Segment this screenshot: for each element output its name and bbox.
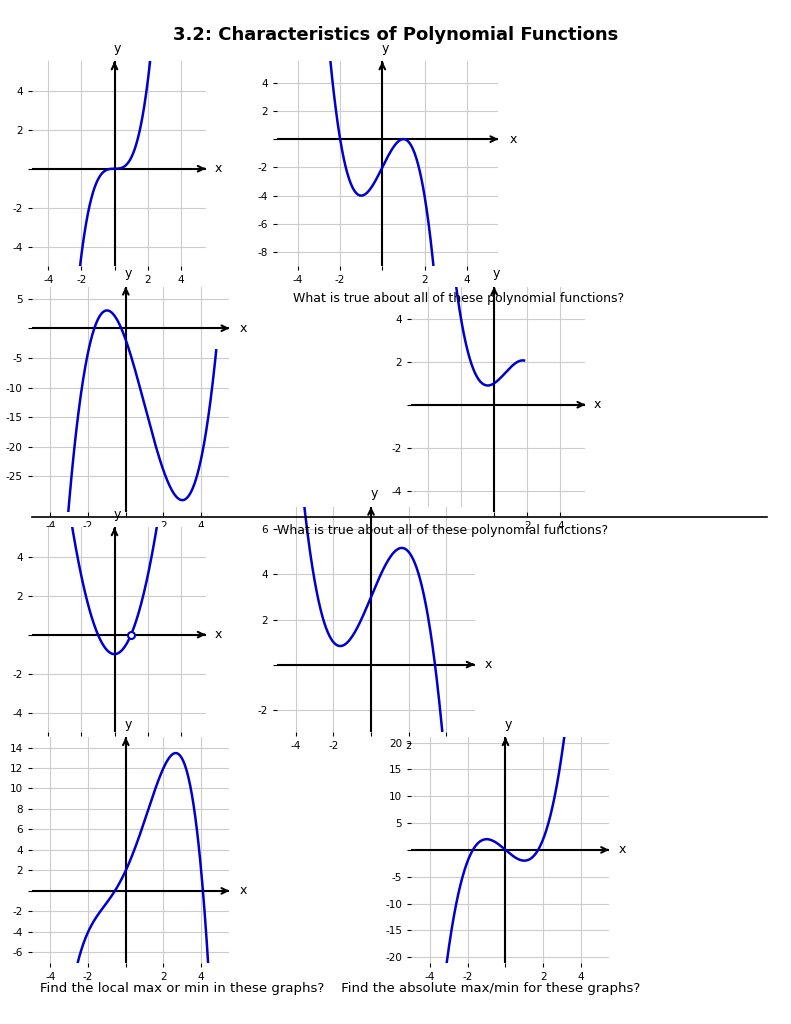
Text: x: x <box>509 133 517 145</box>
Text: What is true about all of these polynomial functions?: What is true about all of these polynomi… <box>293 292 624 305</box>
Text: y: y <box>113 42 121 55</box>
Text: x: x <box>239 322 247 335</box>
Text: y: y <box>382 42 389 55</box>
Text: y: y <box>125 267 132 280</box>
Text: x: x <box>484 658 492 671</box>
Text: x: x <box>214 628 221 641</box>
Text: x: x <box>594 398 601 412</box>
Text: y: y <box>493 267 501 280</box>
Text: y: y <box>113 508 121 521</box>
Text: y: y <box>125 718 132 730</box>
Text: x: x <box>214 162 221 175</box>
Text: x: x <box>239 885 247 897</box>
Text: 3.2: Characteristics of Polynomial Functions: 3.2: Characteristics of Polynomial Funct… <box>173 26 618 44</box>
Text: y: y <box>505 718 512 730</box>
Text: What is true about all of these polynomial functions?: What is true about all of these polynomi… <box>277 524 608 538</box>
Text: Find the local max or min in these graphs?    Find the absolute max/min for thes: Find the local max or min in these graph… <box>40 982 640 995</box>
Text: y: y <box>370 487 377 500</box>
Text: x: x <box>619 844 626 856</box>
